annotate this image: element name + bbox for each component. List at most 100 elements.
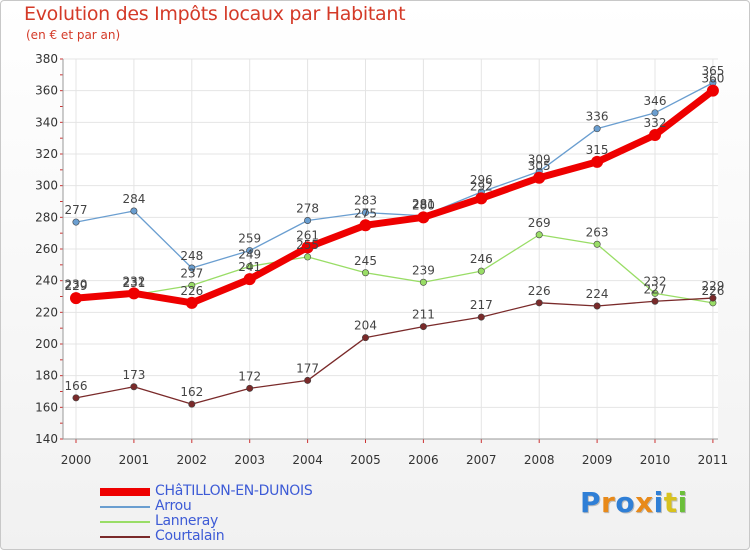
x-tick-label: 2001 [119, 453, 150, 467]
data-label: 204 [354, 319, 377, 333]
data-point [130, 207, 138, 215]
y-tick-label: 220 [35, 305, 58, 319]
x-tick-label: 2008 [524, 453, 555, 467]
data-point [246, 247, 254, 255]
data-point [304, 253, 312, 261]
data-label: 360 [701, 72, 724, 86]
y-tick-label: 280 [35, 210, 58, 224]
data-label: 239 [412, 263, 435, 277]
y-tick-label: 380 [35, 52, 58, 66]
x-tick-label: 2011 [698, 453, 729, 467]
legend-label: Arrou [155, 498, 192, 514]
data-point [419, 323, 427, 331]
legend-swatch [100, 506, 150, 508]
data-point [709, 294, 717, 302]
logo-letter: t [663, 486, 678, 519]
data-label: 365 [701, 64, 724, 78]
y-tick-label: 200 [35, 337, 58, 351]
legend-swatch [100, 521, 150, 523]
data-point [651, 297, 659, 305]
data-point [361, 269, 369, 277]
data-point [477, 267, 485, 275]
data-label: 269 [528, 216, 551, 230]
x-tick-label: 2004 [292, 453, 323, 467]
data-label: 259 [238, 232, 261, 246]
data-label: 226 [180, 284, 203, 298]
chart-title: Evolution des Impôts locaux par Habitant [24, 3, 406, 25]
data-point [188, 264, 196, 272]
data-point [359, 219, 372, 232]
data-label: 255 [296, 238, 319, 252]
data-label: 248 [180, 249, 203, 263]
data-point [651, 109, 659, 117]
data-label: 245 [354, 254, 377, 268]
data-label: 277 [65, 203, 88, 217]
data-label: 173 [122, 368, 145, 382]
series-line-courtalain [75, 297, 714, 405]
data-point [70, 292, 82, 305]
x-tick-label: 2003 [234, 453, 265, 467]
data-label: 296 [470, 173, 493, 187]
data-point [72, 394, 80, 402]
y-tick-label: 160 [35, 400, 58, 414]
data-point [533, 171, 546, 184]
data-point [591, 155, 604, 168]
data-label: 172 [238, 369, 261, 383]
data-point [593, 240, 601, 248]
data-label: 224 [586, 287, 609, 301]
logo-letter: r [601, 486, 616, 519]
data-label: 305 [528, 159, 551, 173]
data-point [419, 278, 427, 286]
data-point [304, 376, 312, 384]
y-tick-label: 360 [35, 84, 58, 98]
logo-letter: i [653, 486, 664, 519]
data-point [649, 129, 661, 141]
legend-label: CHâTILLON-EN-DUNOIS [155, 483, 313, 499]
data-point [301, 241, 314, 254]
data-label: 332 [644, 116, 667, 130]
legend-label: Courtalain [155, 528, 225, 544]
data-label: 232 [122, 274, 145, 288]
series-line-arrou [75, 82, 714, 269]
x-tick-label: 2005 [350, 453, 381, 467]
y-tick-label: 320 [35, 147, 58, 161]
x-tick-label: 2009 [582, 453, 613, 467]
data-label: 230 [65, 278, 88, 292]
logo-letter: x [635, 486, 654, 519]
data-label: 346 [644, 94, 667, 108]
data-point [706, 84, 719, 97]
data-label: 162 [180, 385, 203, 399]
data-point [361, 334, 369, 342]
data-point [246, 384, 254, 392]
legend-swatch [100, 536, 150, 538]
data-point [651, 289, 659, 297]
logo-letter: o [615, 486, 636, 519]
data-label: 227 [644, 282, 667, 296]
data-label: 292 [470, 179, 493, 193]
data-point [188, 281, 196, 289]
proxiti-logo: Proxiti [580, 486, 688, 519]
data-label: 336 [586, 110, 609, 124]
data-label: 229 [65, 279, 88, 293]
data-point [417, 211, 430, 224]
logo-letter: P [580, 486, 602, 519]
data-label: 278 [296, 202, 319, 216]
x-tick-label: 2007 [466, 453, 497, 467]
data-label: 315 [586, 143, 609, 157]
y-tick-label: 340 [35, 115, 58, 129]
data-point [593, 125, 601, 133]
logo-letter: i [677, 486, 688, 519]
data-label: 249 [238, 247, 261, 261]
data-label: 232 [644, 274, 667, 288]
data-label: 229 [701, 279, 724, 293]
data-point [127, 287, 140, 300]
data-point [361, 209, 369, 217]
x-tick-label: 2002 [177, 453, 208, 467]
x-tick-label: 2000 [61, 453, 92, 467]
data-label: 280 [412, 198, 435, 212]
data-label: 237 [180, 266, 203, 280]
data-label: 226 [528, 284, 551, 298]
data-label: 261 [296, 228, 319, 242]
data-label: 217 [470, 298, 493, 312]
